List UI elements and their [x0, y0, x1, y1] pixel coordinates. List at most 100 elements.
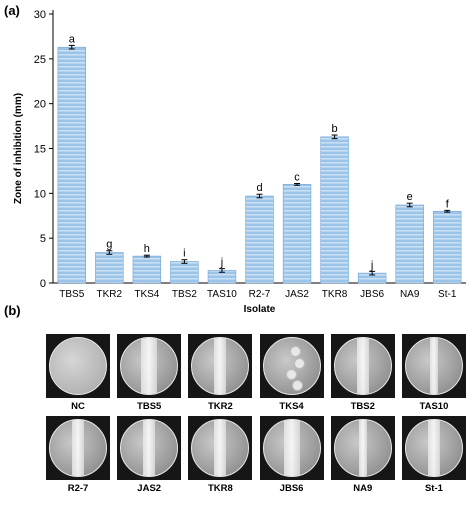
bar-tbs2 [170, 261, 199, 284]
significance-letter: i [183, 248, 185, 260]
significance-letter: f [446, 198, 450, 210]
bar-jas2 [282, 184, 312, 284]
x-tick-label: TBS2 [172, 289, 197, 300]
plate-r2-7: R2-7 [46, 416, 110, 496]
bacterial-streak [283, 420, 300, 476]
plate-label: R2-7 [67, 483, 89, 494]
bacterial-streak [214, 420, 227, 476]
significance-letter: a [69, 33, 76, 45]
significance-letter: c [294, 171, 300, 183]
plate-label: TKS4 [279, 401, 304, 412]
plate-row: NC TBS5 TKR2 TKS4 TBS2 TAS10 [46, 334, 466, 414]
y-tick-label: 15 [34, 144, 46, 156]
x-tick-label: TBS5 [59, 289, 84, 300]
bacterial-streak [427, 420, 440, 476]
x-tick-label: NA9 [400, 289, 420, 300]
bacterial-streak [143, 420, 156, 476]
plate-label: JAS2 [137, 483, 162, 494]
y-tick-label: 10 [34, 188, 46, 200]
y-tick-label: 30 [34, 9, 46, 21]
plate-photo [46, 416, 110, 480]
plate-photo [46, 334, 110, 398]
plate-nc: NC [46, 334, 110, 414]
bar-st-1 [433, 210, 462, 284]
colony-spot [289, 346, 301, 357]
plate-photo [117, 334, 182, 398]
colony-spot [285, 369, 297, 380]
plate-photo [330, 334, 395, 398]
bacterial-streak [358, 420, 367, 476]
x-tick-label: R2-7 [249, 289, 271, 300]
colony-spot [291, 380, 303, 391]
bar-tks4 [132, 255, 162, 284]
plate-photo [259, 416, 324, 480]
bar-tkr8 [320, 136, 349, 284]
significance-letter: j [220, 257, 223, 269]
plate-label: JBS6 [279, 483, 304, 494]
plate-tbs2: TBS2 [330, 334, 395, 414]
significance-letter: h [144, 243, 150, 255]
bacterial-streak [141, 338, 158, 394]
petri-dish-image [333, 419, 392, 477]
petri-dish-image [191, 419, 250, 477]
significance-letter: j [370, 259, 373, 271]
plate-tkr8: TKR8 [188, 416, 253, 496]
plate-photo-grid: NC TBS5 TKR2 TKS4 TBS2 TAS10 R2-7 JAS2 TKR8 JBS6… [46, 334, 466, 496]
x-tick-label: TKS4 [134, 289, 159, 300]
x-tick-label: St-1 [438, 289, 457, 300]
y-axis-label: Zone of inhibition (mm) [13, 93, 24, 204]
bacterial-streak [429, 338, 438, 394]
plate-jbs6: JBS6 [259, 416, 324, 496]
x-tick-label: TKR2 [97, 289, 123, 300]
plate-label: St-1 [424, 483, 443, 494]
plate-photo [401, 416, 466, 480]
bacterial-streak [72, 420, 84, 476]
plate-label: TKR2 [207, 401, 233, 412]
petri-dish-image [49, 337, 107, 395]
plate-photo [259, 334, 324, 398]
bar-chart: 0 5 10 15 20 25 30 Zone of inhibition (mm) a TBS5… [13, 9, 466, 315]
plate-tas10: TAS10 [401, 334, 466, 414]
petri-dish-image [333, 337, 392, 395]
plate-tkr2: TKR2 [188, 334, 253, 414]
petri-dish-image [262, 337, 321, 395]
y-tick-label: 5 [40, 233, 46, 245]
bacterial-streak [356, 338, 369, 394]
plate-label: NC [71, 401, 85, 412]
plate-photo [188, 334, 253, 398]
plate-photo [330, 416, 395, 480]
plate-label: TBS5 [137, 401, 162, 412]
plate-photo [117, 416, 182, 480]
plate-na9: NA9 [330, 416, 395, 496]
petri-dish-image [404, 337, 463, 395]
plate-tbs5: TBS5 [117, 334, 182, 414]
plate-label: TKR8 [207, 483, 233, 494]
x-tick-label: JAS2 [285, 289, 309, 300]
plate-tks4: TKS4 [259, 334, 324, 414]
x-axis-label: Isolate [244, 304, 276, 315]
petri-dish-image [120, 337, 179, 395]
bar-tbs5 [57, 46, 86, 284]
bacterial-streak [214, 338, 227, 394]
bar-r2-7 [245, 195, 274, 284]
x-tick-label: JBS6 [360, 289, 384, 300]
y-tick-label: 20 [34, 99, 46, 111]
petri-dish-image [191, 337, 250, 395]
plate-st-1: St-1 [401, 416, 466, 496]
plate-label: TBS2 [350, 401, 375, 412]
panel-a-label: (a) [4, 3, 20, 18]
plate-label: TAS10 [419, 401, 449, 412]
colony-spot [293, 358, 305, 369]
x-tick-label: TKR8 [322, 289, 348, 300]
x-tick-label: TAS10 [207, 289, 237, 300]
y-tick-label: 0 [40, 278, 46, 290]
y-tick-label: 25 [34, 54, 46, 66]
significance-letter: g [106, 239, 112, 251]
panel-b-label: (b) [4, 303, 21, 318]
plate-label: NA9 [353, 483, 373, 494]
petri-dish-image [120, 419, 179, 477]
significance-letter: b [332, 123, 338, 135]
petri-dish-image [262, 419, 321, 477]
bar-na9 [395, 204, 424, 284]
significance-letter: e [407, 191, 413, 203]
